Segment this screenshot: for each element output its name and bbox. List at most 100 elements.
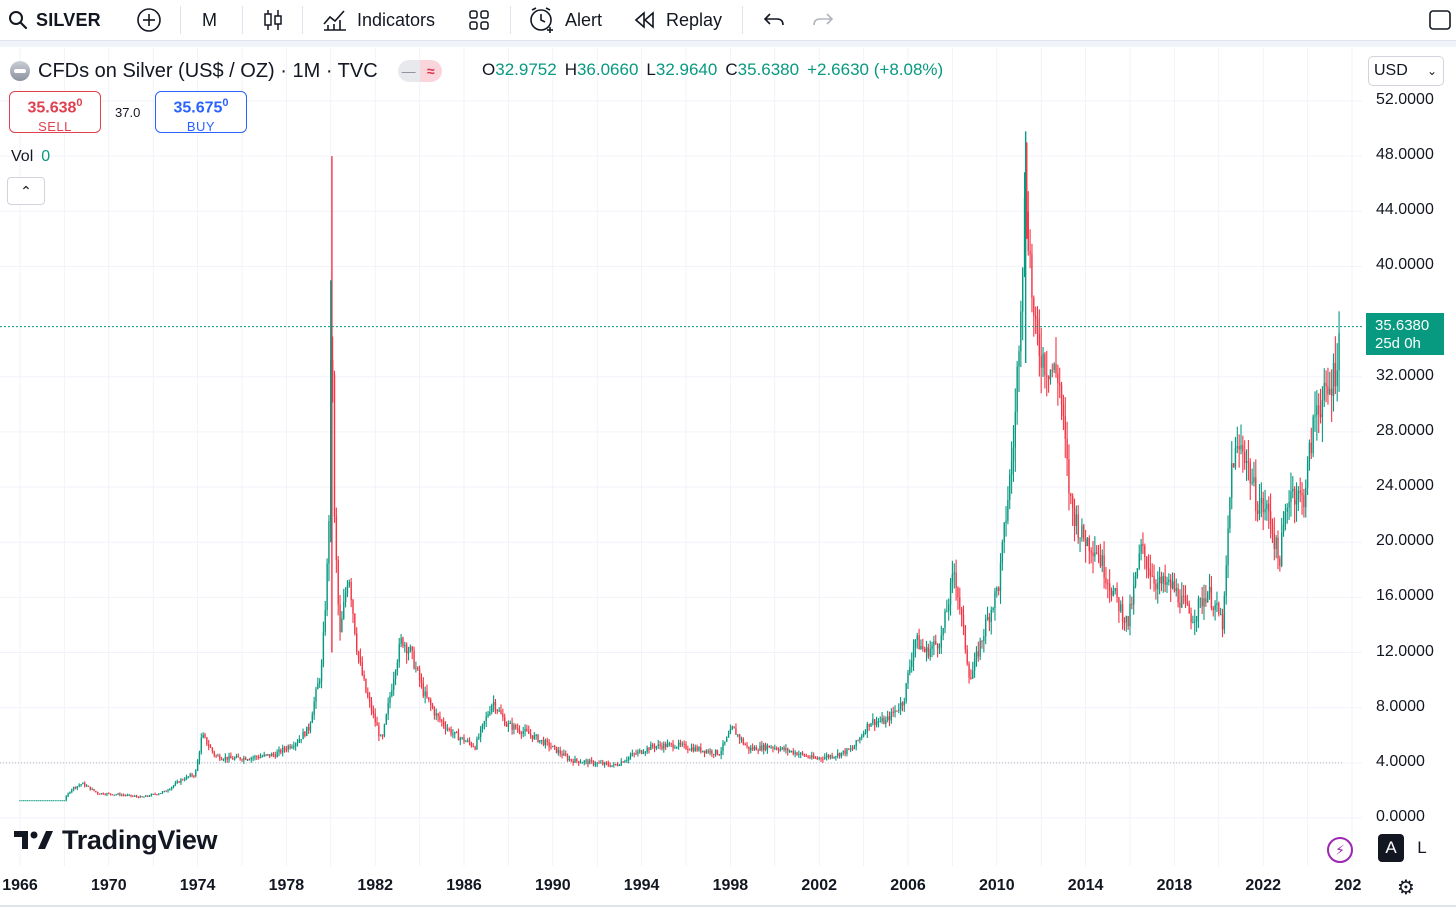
volume-label: Vol — [11, 148, 34, 165]
fullscreen-button[interactable] — [1428, 0, 1452, 40]
candle-body — [130, 794, 132, 797]
buy-button[interactable]: 35.6750 BUY — [155, 91, 247, 134]
symbol-search-button[interactable]: SILVER — [8, 0, 101, 40]
candle-body — [30, 800, 32, 802]
candle-body — [467, 740, 469, 742]
candle-body — [844, 750, 846, 754]
candle-body — [663, 743, 665, 749]
undo-button[interactable] — [763, 0, 785, 40]
candle-body — [291, 746, 293, 748]
layouts-button[interactable] — [468, 0, 490, 40]
replay-button[interactable]: Replay — [634, 0, 722, 40]
candle-body — [555, 746, 558, 753]
candle-body — [1314, 415, 1316, 417]
time-tick-label: 2002 — [801, 877, 837, 894]
candle-body — [156, 794, 158, 796]
candle-body — [805, 755, 807, 757]
volume-legend[interactable]: Vol 0 — [11, 148, 50, 166]
candle-body — [602, 762, 604, 765]
candle-body — [1155, 583, 1157, 590]
candle-body — [637, 751, 639, 754]
candle-body — [964, 626, 967, 650]
candle-body — [108, 793, 110, 795]
chart-type-button[interactable] — [262, 0, 284, 40]
candle-body — [141, 796, 143, 798]
price-tick-label: 4.0000 — [1376, 752, 1425, 770]
candle-body — [677, 742, 680, 747]
interval-button[interactable]: M — [202, 0, 217, 40]
candle-body — [1256, 510, 1259, 514]
candle-body — [613, 764, 615, 766]
candle-body — [19, 800, 21, 802]
minus-icon[interactable]: — — [397, 60, 420, 82]
legend-toggle[interactable]: — ≈ — [397, 60, 442, 82]
settings-icon[interactable]: ⚙ — [1397, 877, 1415, 899]
candle-body — [1149, 570, 1152, 576]
candle-body — [1299, 490, 1301, 493]
approx-icon[interactable]: ≈ — [419, 60, 442, 82]
lightning-icon[interactable]: ⚡ — [1327, 837, 1353, 863]
candle-body — [48, 800, 51, 802]
candle-body — [903, 701, 905, 706]
candle-body — [1092, 552, 1094, 557]
candle-body — [572, 760, 574, 763]
candle-body — [1088, 537, 1090, 552]
compare-button[interactable] — [136, 0, 162, 40]
candle-body — [1253, 477, 1255, 483]
currency-select[interactable]: USD ⌄ — [1368, 56, 1444, 86]
candle-body — [611, 765, 613, 767]
alert-button[interactable]: Alert — [528, 0, 602, 40]
candle-body — [304, 731, 306, 736]
candle-body — [624, 760, 626, 763]
candle-body — [1083, 525, 1085, 539]
candle-body — [1134, 575, 1137, 586]
candle-body — [1138, 553, 1140, 569]
candle-body — [1081, 525, 1083, 538]
candle-body — [381, 735, 384, 737]
candle-body — [750, 747, 752, 751]
candle-body — [368, 697, 371, 702]
candle-body — [198, 752, 201, 761]
indicators-button[interactable]: Indicators — [322, 0, 435, 40]
candle-body — [629, 755, 632, 758]
time-tick-label: 1978 — [268, 877, 305, 894]
candle-body — [1319, 414, 1322, 418]
bar-countdown: 25d 0h — [1375, 335, 1421, 352]
candle-body — [622, 761, 624, 763]
candle-body — [1181, 595, 1183, 608]
candle-body — [800, 752, 802, 755]
candle-body — [1170, 579, 1172, 589]
candle-body — [807, 755, 809, 758]
candle-body — [1027, 211, 1029, 252]
candle-body — [679, 742, 682, 745]
auto-scale-button[interactable]: A — [1378, 834, 1404, 862]
search-icon — [9, 11, 28, 30]
collapse-legend-button[interactable]: ⌃ — [7, 177, 45, 205]
sell-button[interactable]: 35.6380 SELL — [9, 91, 101, 134]
candle-body — [89, 786, 91, 790]
candle-body — [98, 793, 101, 795]
redo-button[interactable] — [812, 0, 834, 40]
log-scale-button[interactable]: L — [1411, 834, 1433, 862]
candle-body — [346, 585, 349, 594]
candle-body — [370, 701, 373, 712]
candle-body — [779, 748, 782, 751]
chart-title[interactable]: CFDs on Silver (US$ / OZ) · 1M · TVC — [38, 59, 378, 82]
candle-body — [1194, 621, 1196, 623]
candle-body — [740, 738, 743, 740]
candle-body — [990, 609, 992, 623]
candle-body — [319, 681, 321, 684]
candle-body — [1207, 592, 1209, 603]
candle-body — [914, 639, 917, 648]
candle-body — [1266, 503, 1268, 509]
candle-body — [561, 753, 563, 756]
close-value: 35.6380 — [737, 60, 800, 79]
candle-body — [1005, 520, 1007, 523]
toolbar-shadow — [0, 41, 1456, 47]
candle-body — [811, 755, 813, 758]
candle-body — [158, 793, 160, 795]
candle-body — [853, 746, 856, 750]
candle-body — [1136, 568, 1139, 576]
candle-body — [868, 723, 870, 727]
